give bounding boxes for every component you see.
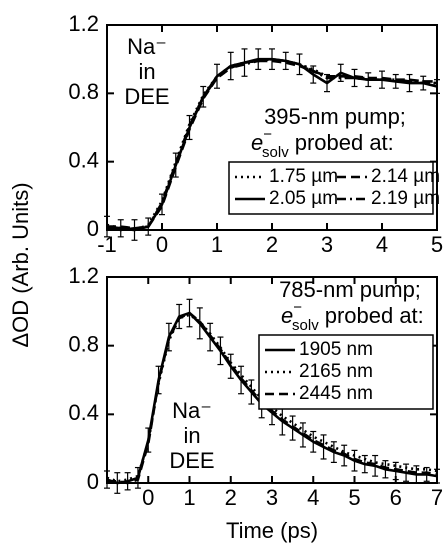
legend-label: 2445 nm	[299, 383, 373, 404]
annotation: DEE	[124, 84, 169, 109]
legend-label: 2.19 µm	[371, 188, 440, 209]
annotation: DEE	[169, 448, 214, 473]
x-axis-label: Time (ps)	[226, 518, 318, 543]
annotation: in	[138, 59, 155, 84]
y-tick-label: 0.8	[68, 331, 99, 356]
legend-symbol: e	[281, 303, 293, 328]
legend-title: e− solv probed at:	[281, 299, 424, 334]
y-axis-label: ΔOD (Arb. Units)	[8, 182, 33, 347]
x-tick-label: 4	[307, 485, 319, 510]
x-tick-label: 5	[431, 232, 443, 257]
legend-box	[228, 161, 434, 215]
y-tick-label: 0	[87, 469, 99, 494]
legend-title: e− solv probed at:	[251, 126, 394, 161]
legend-subscript: solv	[292, 317, 319, 334]
annotation: in	[183, 423, 200, 448]
legend-box	[258, 334, 434, 410]
x-tick-label: 3	[321, 232, 333, 257]
legend-title-rest: probed at:	[325, 303, 424, 328]
x-tick-label: 7	[431, 485, 443, 510]
y-tick-label: 0	[87, 216, 99, 241]
data-line	[106, 57, 438, 232]
legend-title: 395-nm pump;	[264, 104, 406, 129]
legend-label: 1905 nm	[299, 339, 373, 360]
data-line	[107, 311, 438, 485]
legend-label: 2.14 µm	[371, 166, 440, 187]
legend-title: 785-nm pump;	[279, 277, 421, 302]
data-line	[107, 59, 437, 230]
legend-symbol: e	[251, 130, 263, 155]
legend-title-rest: probed at:	[295, 130, 394, 155]
x-tick-label: 0	[156, 232, 168, 257]
x-tick-label: 3	[266, 485, 278, 510]
x-tick-label: 6	[390, 485, 402, 510]
annotation: Na⁻	[172, 398, 212, 423]
legend-superscript: −	[293, 299, 302, 316]
x-tick-label: 5	[348, 485, 360, 510]
x-tick-label: 1	[211, 232, 223, 257]
x-tick-label: 2	[225, 485, 237, 510]
y-tick-label: 1.2	[68, 11, 99, 36]
x-tick-label: 4	[376, 232, 388, 257]
annotation: Na⁻	[127, 34, 167, 59]
y-tick-label: 0.8	[68, 79, 99, 104]
legend-label: 1.75 µm	[269, 166, 338, 187]
x-tick-label: 2	[266, 232, 278, 257]
legend-label: 2.05 µm	[269, 188, 338, 209]
y-tick-label: 1.2	[68, 263, 99, 288]
x-tick-label: 1	[183, 485, 195, 510]
legend-label: 2165 nm	[299, 361, 373, 382]
x-tick-label: -1	[97, 232, 117, 257]
legend-subscript: solv	[262, 144, 289, 161]
legend-superscript: −	[263, 126, 272, 143]
x-tick-label: 0	[142, 485, 154, 510]
y-tick-label: 0.4	[68, 400, 99, 425]
y-tick-label: 0.4	[68, 147, 99, 172]
